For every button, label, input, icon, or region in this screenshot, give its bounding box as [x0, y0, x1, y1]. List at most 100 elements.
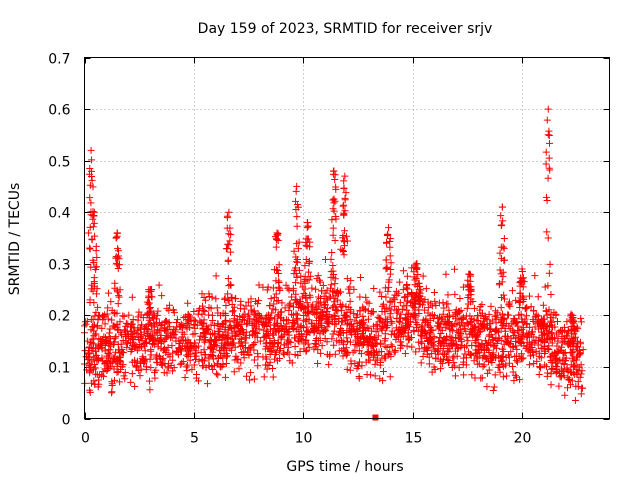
data-point [207, 351, 215, 359]
data-point [398, 342, 406, 350]
y-tick-label: 0.1 [48, 361, 70, 377]
data-point [476, 327, 484, 335]
data-point [224, 256, 232, 264]
data-point [207, 321, 215, 329]
data-point [456, 334, 464, 342]
data-point [158, 292, 166, 300]
data-point [356, 293, 364, 301]
data-point [241, 339, 249, 347]
data-point [492, 315, 500, 323]
data-point [562, 354, 570, 362]
data-point [250, 375, 258, 383]
data-point [277, 314, 285, 322]
data-point [547, 352, 555, 360]
data-point [499, 217, 507, 225]
data-point [491, 371, 499, 379]
data-point [344, 337, 352, 345]
data-point [387, 317, 395, 325]
data-point [387, 330, 395, 338]
data-point [505, 300, 513, 308]
data-point [227, 248, 235, 256]
data-point [466, 312, 474, 320]
data-point [353, 364, 361, 372]
data-point [415, 279, 423, 287]
data-point [151, 374, 159, 382]
data-point [114, 265, 122, 273]
data-point [373, 339, 381, 347]
data-point [221, 328, 229, 336]
data-point [554, 335, 562, 343]
data-point [335, 328, 343, 336]
data-point [169, 349, 177, 357]
data-point [569, 345, 577, 353]
data-point [361, 326, 369, 334]
data-point [518, 325, 526, 333]
data-point [403, 272, 411, 280]
data-point [523, 312, 531, 320]
data-point [191, 356, 199, 364]
data-point [118, 331, 126, 339]
data-point [419, 272, 427, 280]
data-point [149, 336, 157, 344]
data-point [524, 347, 532, 355]
data-point [83, 337, 91, 345]
data-point [499, 373, 507, 381]
data-point [225, 282, 233, 290]
data-point [293, 182, 301, 190]
data-point [117, 366, 125, 374]
data-point [331, 237, 339, 245]
data-point [111, 334, 119, 342]
data-point [158, 338, 166, 346]
data-point [222, 353, 230, 361]
data-point [91, 380, 99, 388]
data-point [458, 341, 466, 349]
data-point [332, 320, 340, 328]
data-point [523, 304, 531, 312]
data-point [509, 368, 517, 376]
data-point [422, 315, 430, 323]
data-point [468, 341, 476, 349]
data-point [407, 313, 415, 321]
data-point [571, 361, 579, 369]
data-point [386, 238, 394, 246]
data-point [386, 252, 394, 260]
data-point [468, 321, 476, 329]
data-point [177, 347, 185, 355]
data-point [217, 352, 225, 360]
data-point [500, 234, 508, 242]
data-point [425, 360, 433, 368]
data-point [144, 300, 152, 308]
data-point [208, 311, 216, 319]
data-point [416, 300, 424, 308]
data-point [370, 351, 378, 359]
data-point [339, 246, 347, 254]
data-point [108, 358, 116, 366]
data-point [516, 289, 524, 297]
data-point [496, 368, 504, 376]
data-point [360, 335, 368, 343]
data-point [544, 369, 552, 377]
data-point [467, 295, 475, 303]
data-point [198, 302, 206, 310]
data-point [205, 303, 213, 311]
data-point [343, 275, 351, 283]
data-point [374, 332, 382, 340]
data-point [431, 347, 439, 355]
data-point [176, 322, 184, 330]
data-point [298, 293, 306, 301]
data-point [98, 324, 106, 332]
data-point [493, 311, 501, 319]
data-point [272, 235, 280, 243]
data-point [120, 326, 128, 334]
data-point [116, 286, 124, 294]
data-point [549, 358, 557, 366]
plot-frame [84, 57, 610, 419]
data-point [292, 197, 300, 205]
data-point [444, 342, 452, 350]
data-point [488, 352, 496, 360]
data-point [258, 319, 266, 327]
data-point [481, 337, 489, 345]
data-point [499, 272, 507, 280]
data-point [541, 339, 549, 347]
